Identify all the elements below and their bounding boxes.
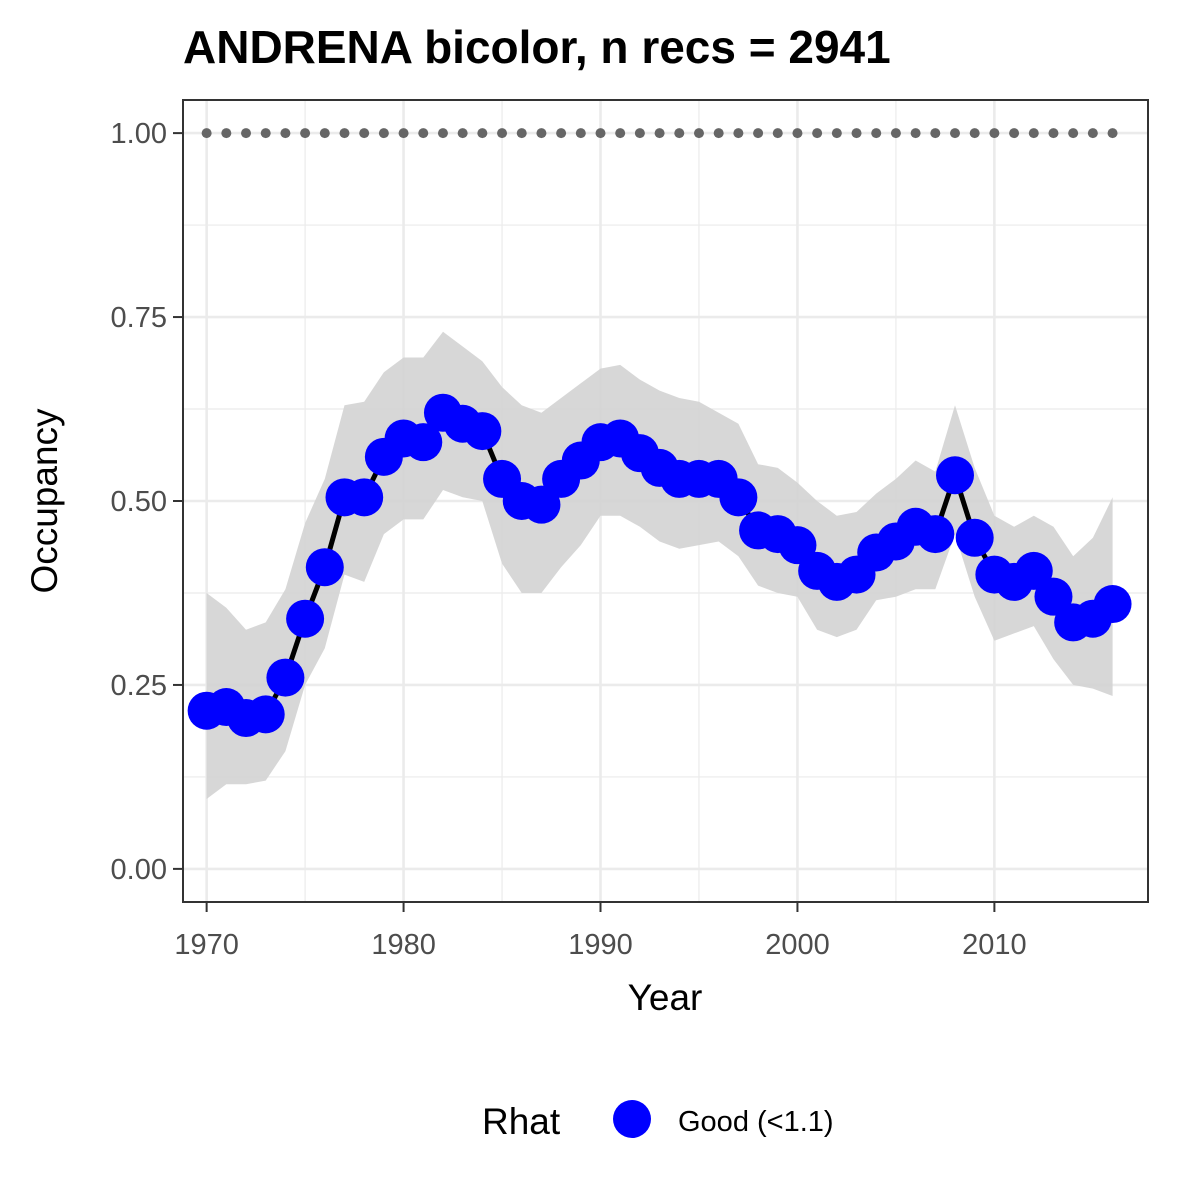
reference-dot — [398, 128, 409, 139]
reference-dot — [634, 128, 645, 139]
reference-dot — [890, 128, 901, 139]
reference-dot — [201, 128, 212, 139]
reference-dot — [772, 128, 783, 139]
reference-dot — [536, 128, 547, 139]
reference-dot — [1009, 128, 1020, 139]
reference-dot — [378, 128, 389, 139]
legend-title: Rhat — [482, 1101, 561, 1142]
reference-dot — [319, 128, 330, 139]
data-point — [305, 548, 344, 587]
data-point — [463, 412, 502, 451]
legend-label-good: Good (<1.1) — [678, 1106, 834, 1138]
reference-dot — [950, 128, 960, 139]
reference-dot — [1048, 128, 1059, 139]
data-point — [936, 456, 974, 495]
reference-dot — [575, 128, 586, 139]
y-axis-ticks — [173, 132, 183, 870]
plot-area — [182, 99, 1149, 903]
reference-dot — [693, 128, 704, 139]
data-point — [246, 695, 285, 734]
x-tick-label: 1980 — [371, 929, 436, 961]
data-point — [719, 478, 758, 517]
reference-dot — [418, 128, 429, 139]
data-point — [1093, 585, 1132, 624]
legend: Rhat Good (<1.1) — [482, 1100, 834, 1142]
reference-dot — [930, 128, 941, 139]
reference-dot — [831, 128, 842, 139]
reference-dot — [280, 128, 291, 139]
x-tick-label: 1990 — [568, 929, 633, 961]
reference-dot — [615, 128, 626, 139]
reference-dot — [654, 128, 665, 139]
reference-dot — [516, 128, 527, 139]
y-tick-label: 0.00 — [111, 854, 167, 886]
reference-dot — [871, 128, 882, 139]
reference-dot — [339, 128, 350, 139]
reference-dot — [1087, 128, 1098, 139]
y-tick-label: 0.75 — [111, 302, 167, 334]
reference-dot — [437, 128, 448, 139]
reference-dot — [733, 128, 744, 139]
reference-dot — [851, 128, 862, 139]
reference-dot — [1028, 128, 1039, 139]
data-point — [522, 485, 561, 524]
x-tick-label: 2010 — [962, 929, 1027, 961]
reference-dot — [674, 128, 685, 139]
x-axis-title: Year — [628, 977, 703, 1018]
reference-dot — [1107, 128, 1118, 139]
reference-dot — [457, 128, 468, 139]
reference-dot — [221, 128, 232, 139]
reference-dot — [910, 128, 921, 139]
legend-key-good — [613, 1100, 651, 1138]
chart-title: ANDRENA bicolor, n recs = 2941 — [183, 21, 891, 73]
reference-dot — [477, 128, 488, 139]
reference-dot — [241, 128, 252, 139]
data-point — [1014, 551, 1053, 590]
y-tick-label: 1.00 — [111, 118, 167, 150]
x-axis: 1970 1980 1990 2000 2010 — [174, 902, 1027, 961]
reference-dot — [792, 128, 803, 139]
data-point — [1034, 577, 1073, 616]
data-point — [345, 478, 384, 517]
reference-dot — [989, 128, 1000, 139]
reference-dot — [556, 128, 567, 139]
reference-dot — [260, 128, 271, 139]
y-axis: 0.00 0.25 0.50 0.75 1.00 — [111, 118, 183, 886]
reference-dot — [713, 128, 724, 139]
y-tick-label: 0.25 — [111, 670, 167, 702]
reference-dot — [969, 128, 980, 139]
x-tick-label: 2000 — [765, 929, 830, 961]
y-tick-label: 0.50 — [111, 486, 167, 518]
data-point — [286, 599, 325, 638]
x-axis-ticks — [205, 902, 996, 912]
reference-dot — [753, 128, 764, 139]
reference-dot — [359, 128, 370, 139]
reference-dot — [497, 128, 508, 139]
reference-dot — [595, 128, 606, 139]
data-point — [916, 515, 955, 554]
data-point — [266, 658, 305, 697]
data-point — [404, 423, 443, 462]
data-point — [778, 526, 817, 565]
reference-dotted-line — [201, 128, 1118, 139]
reference-dot — [1068, 128, 1079, 139]
y-axis-title: Occupancy — [24, 408, 65, 594]
reference-dot — [300, 128, 311, 139]
data-point — [955, 518, 994, 557]
reference-dot — [812, 128, 823, 139]
x-tick-label: 1970 — [174, 929, 239, 961]
data-points — [187, 393, 1132, 738]
